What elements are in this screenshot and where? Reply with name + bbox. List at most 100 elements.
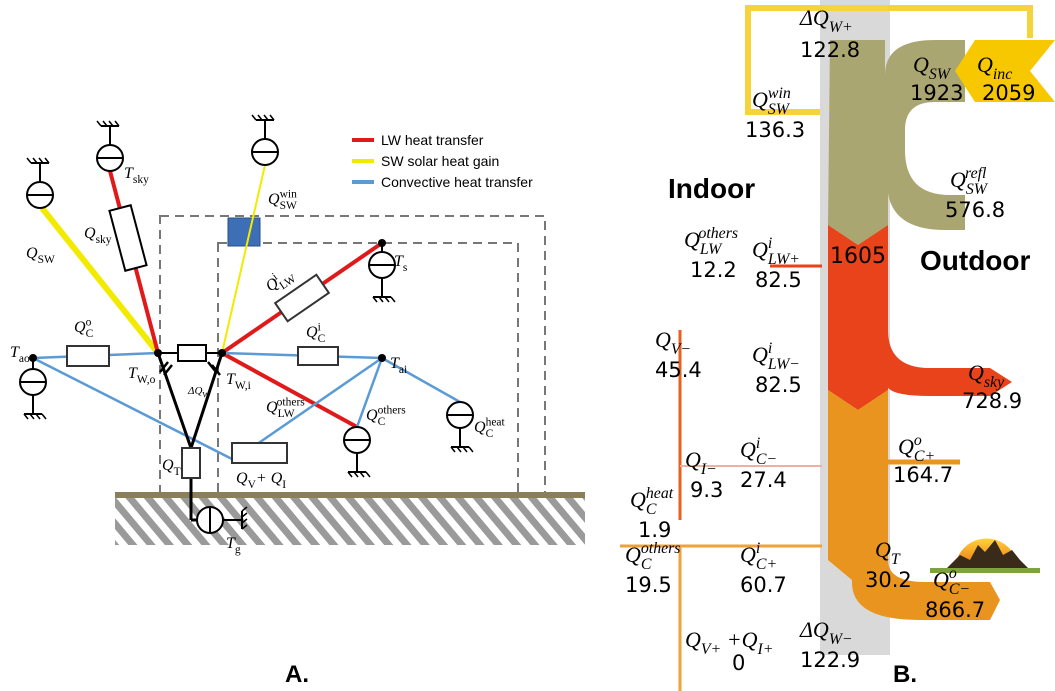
source: [251, 114, 279, 166]
label-text: Q: [474, 419, 486, 436]
label-sub: LW: [699, 241, 723, 258]
label-text: Q: [655, 327, 671, 352]
capacitor: [159, 361, 221, 376]
label-text: Q: [306, 324, 318, 341]
label-sub: sky: [984, 374, 1005, 391]
label-text: Q: [268, 191, 280, 208]
label: QV+ +QI+: [685, 627, 773, 658]
label-sup: i: [768, 340, 772, 357]
label: Tg: [226, 535, 241, 556]
legend-label: LW heat transfer: [381, 132, 484, 148]
label: QC+i: [740, 540, 777, 573]
source: [26, 157, 54, 209]
ground: [115, 497, 585, 545]
label: QCothers: [366, 404, 406, 428]
label: QCo: [74, 316, 94, 340]
flow-value: 728.9: [962, 389, 1022, 413]
label: QLW+i: [752, 235, 800, 268]
label-sub: C: [641, 556, 652, 573]
flow-value: 1.9: [638, 518, 671, 542]
label-text: Q: [26, 245, 38, 262]
label-sup: heat: [646, 485, 674, 502]
label: QLW−i: [752, 340, 800, 373]
source: [368, 251, 396, 303]
label-sup: others: [277, 396, 306, 408]
sw-line: [39, 206, 161, 355]
label-sub: g: [235, 544, 241, 556]
label-sub: C−: [949, 581, 970, 598]
flow-value: 45.4: [655, 358, 702, 382]
label-text: T: [226, 535, 236, 552]
total-label: 1605: [830, 244, 886, 269]
label-text: Q: [752, 342, 768, 367]
label-text: T: [394, 253, 404, 270]
legend-label: Convective heat transfer: [381, 174, 533, 190]
region-label: Indoor: [668, 173, 755, 204]
label-sub: SW: [966, 181, 989, 198]
flow: [828, 40, 965, 245]
label-sub: ai: [399, 364, 407, 376]
label: QC−o: [933, 565, 970, 598]
label-text: T: [10, 344, 20, 361]
city-icon: [945, 540, 1030, 570]
label-text: Q: [977, 52, 993, 77]
panel-b: Indoor Outdoor 1605 B. ΔQW+122.8QSW1923Q…: [620, 0, 1055, 691]
label-text: ΔQ: [799, 617, 829, 642]
label: QV+ QI: [236, 470, 286, 491]
label-text: ΔQ: [187, 385, 202, 397]
label-sub: SW: [768, 101, 791, 118]
sw-line: [221, 164, 266, 354]
label: ΔQW: [187, 385, 210, 400]
label-sub: T: [891, 551, 901, 568]
label-text: Q: [236, 470, 248, 487]
ground-surface: [115, 492, 585, 498]
label-sub: sky: [96, 234, 112, 246]
label-text: Q: [685, 627, 701, 652]
label-sub: W: [202, 391, 210, 400]
resistor: [181, 447, 201, 479]
label-sub: SW: [929, 66, 952, 83]
label: QSWwin: [268, 188, 297, 212]
label-sub: C: [318, 333, 326, 345]
label-text: +Q: [721, 627, 757, 652]
nodes: [29, 239, 386, 362]
flow-value: 2059: [982, 81, 1035, 105]
source: [446, 401, 474, 453]
label-text: T: [390, 355, 400, 372]
label-sub: T: [174, 466, 181, 478]
label-sub: ao: [19, 353, 30, 365]
label: TW,i: [226, 371, 251, 392]
label-sup: others: [378, 404, 407, 416]
label: QSW: [913, 52, 952, 83]
label-sub: V+: [701, 641, 721, 658]
flow-value: 9.3: [690, 478, 723, 502]
label-sub: W,o: [137, 374, 156, 386]
label-sub: C−: [756, 451, 777, 468]
label-sub: C: [378, 416, 386, 428]
label: QCi: [306, 321, 326, 345]
label-sup: others: [641, 540, 681, 557]
label: ΔQW+: [799, 5, 853, 36]
flow-value: 122.8: [800, 38, 860, 62]
label-text: Q: [685, 447, 701, 472]
label-sub: C+: [756, 556, 777, 573]
label: Tsky: [124, 165, 149, 186]
panel-a: LW heat transfer SW solar heat gain Conv…: [10, 114, 585, 688]
window: [227, 217, 261, 247]
conv-line: [32, 356, 383, 462]
flow-value: 0: [732, 651, 745, 675]
label-text: T: [226, 371, 236, 388]
label-text: Q: [875, 537, 891, 562]
flow-value: 866.7: [925, 598, 985, 622]
label-sup: others: [698, 225, 738, 242]
label-sub: C+: [914, 448, 935, 465]
label-text: Q: [898, 434, 914, 459]
label-text: Q: [625, 542, 641, 567]
label: ΔQW−: [799, 617, 853, 648]
label-sup: i: [318, 321, 321, 333]
label: QLWothers: [684, 225, 738, 258]
label-sub: s: [403, 262, 408, 274]
label: QC−i: [740, 435, 777, 468]
label: QSWwin: [752, 85, 791, 118]
